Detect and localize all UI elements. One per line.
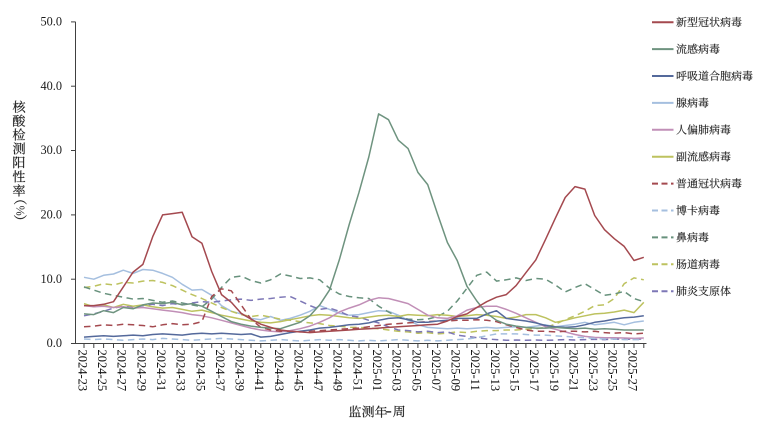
svg-text:2024-25: 2024-25 xyxy=(95,350,109,392)
svg-text:2024-27: 2024-27 xyxy=(115,350,129,392)
svg-text:2025-15: 2025-15 xyxy=(507,350,521,392)
svg-text:2025-23: 2025-23 xyxy=(586,350,600,392)
svg-text:2025-17: 2025-17 xyxy=(527,350,541,392)
svg-text:2024-41: 2024-41 xyxy=(252,350,266,392)
svg-text:20.0: 20.0 xyxy=(40,208,62,222)
svg-text:2025-25: 2025-25 xyxy=(606,350,620,392)
svg-text:2025-19: 2025-19 xyxy=(547,350,561,392)
svg-text:2025-11: 2025-11 xyxy=(468,350,482,391)
svg-text:2024-45: 2024-45 xyxy=(291,350,305,392)
svg-text:2025-01: 2025-01 xyxy=(370,350,384,392)
svg-text:2024-47: 2024-47 xyxy=(311,350,325,392)
svg-text:2024-39: 2024-39 xyxy=(232,350,246,392)
svg-text:0.0: 0.0 xyxy=(47,336,62,350)
svg-text:2025-21: 2025-21 xyxy=(566,350,580,392)
svg-text:40.0: 40.0 xyxy=(40,79,62,93)
svg-text:2024-43: 2024-43 xyxy=(272,350,286,392)
svg-text:2025-27: 2025-27 xyxy=(625,350,639,392)
svg-text:2025-07: 2025-07 xyxy=(429,350,443,392)
svg-text:2024-33: 2024-33 xyxy=(174,350,188,392)
svg-text:2025-13: 2025-13 xyxy=(488,350,502,392)
svg-text:2025-09: 2025-09 xyxy=(449,350,463,392)
svg-text:30.0: 30.0 xyxy=(40,143,62,157)
svg-text:2024-35: 2024-35 xyxy=(193,350,207,392)
svg-text:10.0: 10.0 xyxy=(40,272,62,286)
svg-text:2024-49: 2024-49 xyxy=(331,350,345,392)
svg-text:2024-29: 2024-29 xyxy=(134,350,148,392)
svg-text:50.0: 50.0 xyxy=(40,15,62,29)
svg-text:2024-23: 2024-23 xyxy=(75,350,89,392)
svg-text:2024-31: 2024-31 xyxy=(154,350,168,392)
svg-text:2024-37: 2024-37 xyxy=(213,350,227,392)
svg-text:2025-05: 2025-05 xyxy=(409,350,423,392)
svg-text:2024-51: 2024-51 xyxy=(350,350,364,392)
svg-text:2025-03: 2025-03 xyxy=(390,350,404,392)
